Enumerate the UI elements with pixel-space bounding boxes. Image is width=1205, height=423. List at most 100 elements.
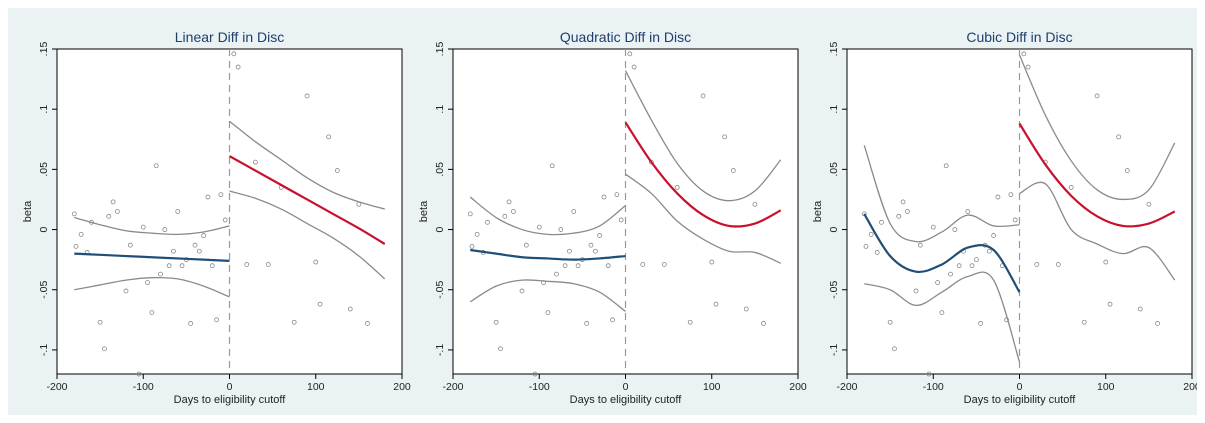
data-point — [166, 263, 172, 269]
data-point — [943, 163, 949, 169]
data-point — [218, 192, 224, 198]
data-point — [709, 259, 715, 265]
x-tick-label: -100 — [529, 381, 550, 393]
ci-left-upper-line — [74, 216, 230, 236]
data-point — [549, 163, 555, 169]
chart-title: Linear Diff in Disc — [175, 29, 284, 45]
data-point — [252, 159, 258, 165]
x-tick-label: 0 — [227, 381, 233, 393]
fit-left-line — [863, 213, 1021, 293]
data-point — [627, 51, 633, 57]
data-point — [334, 168, 340, 173]
data-point — [1068, 185, 1074, 190]
data-point — [648, 159, 654, 165]
y-tick-label: .15 — [38, 42, 50, 57]
data-point — [127, 242, 133, 248]
data-point — [1025, 64, 1031, 70]
data-point — [140, 224, 146, 230]
fit-left-line — [470, 248, 626, 261]
data-point — [506, 199, 512, 205]
data-point — [588, 242, 594, 248]
data-point — [605, 263, 611, 269]
data-point — [145, 280, 150, 285]
ci-right-upper-line — [1018, 54, 1176, 201]
data-point — [1146, 201, 1152, 207]
data-point — [1081, 319, 1087, 325]
data-point — [752, 201, 758, 207]
x-tick-label: 200 — [789, 381, 807, 393]
data-point — [510, 209, 516, 214]
data-point — [265, 262, 271, 267]
data-point — [498, 346, 503, 352]
data-point — [614, 192, 620, 198]
data-point — [879, 219, 884, 225]
x-tick-label: -100 — [923, 381, 944, 393]
y-tick-label: 0 — [434, 226, 446, 232]
data-point — [485, 219, 490, 225]
data-point — [519, 288, 525, 294]
y-tick-label: -.05 — [434, 281, 446, 299]
y-tick-label: -.05 — [828, 281, 840, 299]
data-point — [978, 321, 984, 326]
data-point — [640, 262, 646, 267]
data-point — [469, 244, 475, 249]
data-point — [900, 199, 906, 205]
data-point — [209, 263, 215, 269]
data-point — [304, 93, 310, 99]
data-point — [730, 168, 736, 173]
data-point — [584, 321, 590, 326]
ci-left-upper-line — [863, 145, 1020, 243]
ci-right-lower-line — [229, 190, 386, 280]
data-point — [618, 217, 624, 223]
data-point — [347, 306, 353, 312]
data-point — [1103, 259, 1109, 265]
data-point — [1116, 134, 1122, 140]
data-point — [222, 217, 228, 223]
x-tick-label: 0 — [623, 381, 629, 393]
data-point — [214, 317, 219, 323]
fit-right-line — [1018, 123, 1176, 228]
panel-linear: Linear Diff in Disc -.1 -.05 0 .05 .1 .15 beta -… — [22, 29, 411, 406]
fit-right-line — [624, 121, 782, 228]
x-tick-label: 100 — [703, 381, 721, 393]
data-point — [545, 310, 551, 316]
data-point — [474, 231, 480, 237]
data-point — [179, 263, 185, 269]
data-point — [904, 209, 910, 214]
data-point — [97, 319, 103, 325]
data-point — [502, 213, 508, 219]
data-point — [73, 244, 79, 249]
data-point — [1034, 262, 1040, 267]
data-point — [153, 163, 159, 169]
data-point — [102, 346, 107, 352]
data-point — [674, 185, 680, 190]
x-tick-label: 200 — [393, 381, 411, 393]
data-point — [700, 93, 706, 99]
y-tick-label: .1 — [38, 105, 50, 114]
ci-left-lower-line — [74, 276, 230, 298]
fit-left-line — [74, 252, 230, 262]
data-point — [868, 231, 874, 237]
data-point — [106, 213, 112, 219]
data-point — [743, 306, 749, 312]
data-point — [188, 321, 194, 326]
data-point — [939, 310, 945, 316]
data-point — [523, 242, 529, 248]
data-point — [913, 288, 919, 294]
fit-right-line — [228, 155, 386, 245]
data-point — [991, 233, 997, 238]
x-axis-label: Days to eligibility cutoff — [964, 394, 1077, 406]
data-point — [244, 262, 250, 267]
data-point — [291, 319, 297, 325]
data-point — [158, 271, 163, 277]
data-point — [610, 317, 615, 323]
data-point — [313, 259, 319, 265]
data-point — [78, 231, 84, 237]
data-point — [536, 224, 542, 230]
data-point — [558, 227, 564, 232]
data-point — [317, 301, 323, 307]
data-point — [601, 194, 607, 200]
ci-right-lower-line — [625, 173, 782, 264]
data-point — [149, 310, 155, 316]
data-point — [631, 64, 637, 70]
